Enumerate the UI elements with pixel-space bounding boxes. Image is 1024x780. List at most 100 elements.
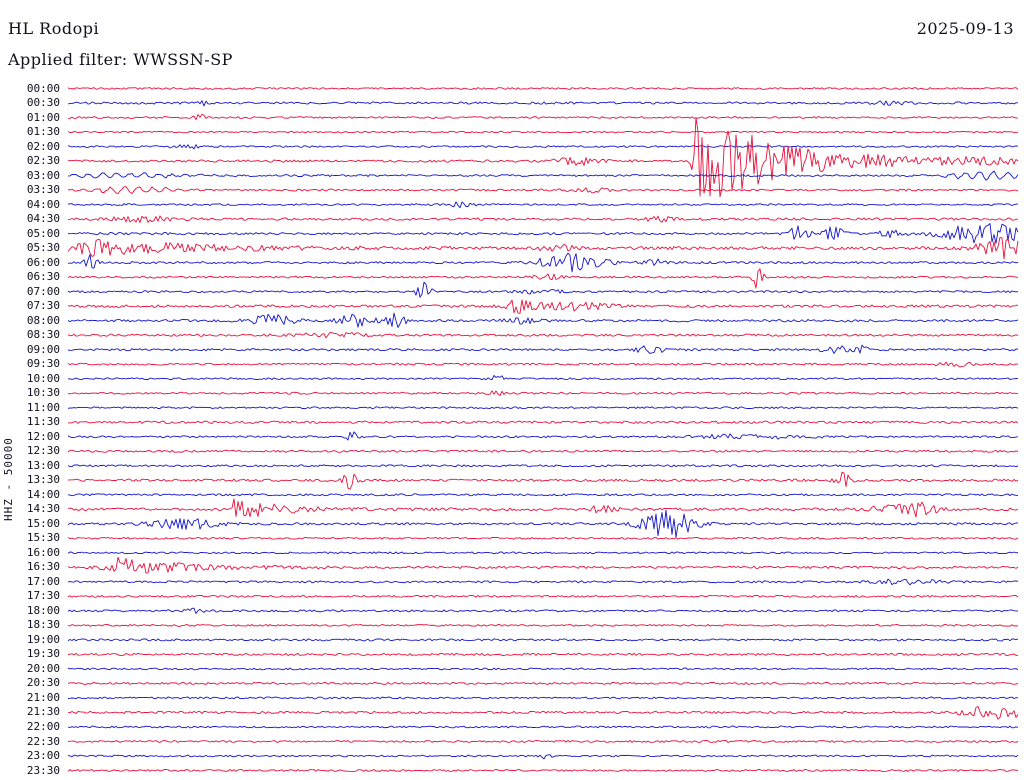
trace-1400 <box>67 493 1019 497</box>
time-label: 19:00 <box>26 632 60 646</box>
time-label: 02:30 <box>26 154 60 168</box>
trace-1730 <box>67 594 1019 598</box>
date-label: 2025-09-13 <box>916 19 1014 38</box>
trace-1230 <box>67 449 1019 453</box>
filter-label: Applied filter: WWSSN-SP <box>8 50 233 69</box>
trace-2200 <box>67 725 1019 729</box>
trace-2330 <box>67 769 1019 772</box>
trace-0000 <box>67 87 1019 90</box>
trace-2130 <box>67 705 1019 720</box>
time-label: 17:30 <box>26 589 60 603</box>
trace-1530 <box>67 536 1019 540</box>
time-label: 01:00 <box>26 110 60 124</box>
trace-0130 <box>67 130 1019 134</box>
trace-2230 <box>67 740 1019 743</box>
time-label: 12:00 <box>26 429 60 443</box>
time-label: 00:00 <box>26 81 60 95</box>
time-label: 18:00 <box>26 603 60 617</box>
trace-1330 <box>67 471 1019 490</box>
trace-1500 <box>67 509 1019 538</box>
trace-0800 <box>67 312 1019 328</box>
time-label: 16:30 <box>26 560 60 574</box>
time-label: 17:00 <box>26 574 60 588</box>
time-label: 05:00 <box>26 226 60 240</box>
time-label: 13:00 <box>26 458 60 472</box>
trace-1130 <box>67 420 1019 424</box>
time-label: 15:00 <box>26 516 60 530</box>
trace-2030 <box>67 681 1019 685</box>
time-label: 18:30 <box>26 618 60 632</box>
trace-0530 <box>67 236 1019 260</box>
time-label: 16:00 <box>26 545 60 559</box>
time-label: 22:00 <box>26 719 60 733</box>
time-label: 19:30 <box>26 647 60 661</box>
time-label: 03:00 <box>26 168 60 182</box>
time-label: 07:30 <box>26 299 60 313</box>
trace-0100 <box>67 113 1019 121</box>
time-label: 00:30 <box>26 96 60 109</box>
trace-1900 <box>67 638 1019 642</box>
time-label: 06:30 <box>26 270 60 284</box>
trace-1800 <box>67 607 1019 614</box>
trace-2000 <box>67 667 1019 671</box>
trace-1000 <box>67 375 1019 381</box>
time-label: 08:30 <box>26 328 60 342</box>
trace-0500 <box>68 223 1019 244</box>
trace-1830 <box>67 624 1019 627</box>
time-label: 08:00 <box>26 313 60 327</box>
time-label: 22:30 <box>26 734 60 748</box>
time-label: 14:00 <box>26 487 60 501</box>
time-label: 10:00 <box>26 371 60 385</box>
trace-0600 <box>67 252 1019 273</box>
trace-1430 <box>67 498 1019 518</box>
trace-0430 <box>67 215 1019 223</box>
time-label: 07:00 <box>26 284 60 298</box>
time-label: 20:00 <box>26 661 60 675</box>
time-label: 04:30 <box>26 212 60 226</box>
trace-0400 <box>67 201 1019 209</box>
time-label: 21:00 <box>26 690 60 704</box>
time-label: 11:00 <box>26 400 60 414</box>
time-label: 02:00 <box>26 139 60 153</box>
trace-1630 <box>67 556 1019 574</box>
trace-0300 <box>67 170 1019 181</box>
trace-1200 <box>67 431 1019 441</box>
trace-1100 <box>67 406 1019 410</box>
trace-1600 <box>67 551 1019 555</box>
time-label: 11:30 <box>26 415 60 429</box>
time-label: 06:00 <box>26 255 60 269</box>
time-label: 13:30 <box>26 473 60 487</box>
trace-0630 <box>67 268 1019 289</box>
time-label: 05:30 <box>26 241 60 255</box>
time-label: 23:30 <box>26 763 60 777</box>
trace-0330 <box>67 186 1019 195</box>
time-label: 04:00 <box>26 197 60 211</box>
trace-1930 <box>67 652 1019 656</box>
time-label: 09:30 <box>26 357 60 371</box>
time-label: 21:30 <box>26 705 60 719</box>
time-label: 01:30 <box>26 125 60 138</box>
trace-0730 <box>67 299 1019 314</box>
time-label: 20:30 <box>26 676 60 690</box>
trace-2100 <box>67 696 1019 700</box>
trace-0030 <box>67 100 1018 107</box>
time-label: 14:30 <box>26 502 60 516</box>
time-label: 10:30 <box>26 386 60 400</box>
trace-0230 <box>67 117 1019 198</box>
trace-1300 <box>67 464 1019 468</box>
station-title: HL Rodopi <box>8 19 100 38</box>
trace-1700 <box>67 578 1019 586</box>
time-label: 03:30 <box>26 183 60 197</box>
trace-0900 <box>67 344 1019 354</box>
time-label: 15:30 <box>26 531 60 545</box>
trace-2300 <box>67 754 1019 760</box>
time-label: 09:00 <box>26 342 60 356</box>
trace-0830 <box>67 331 1019 339</box>
trace-1030 <box>67 390 1019 396</box>
time-label: 12:30 <box>26 444 60 458</box>
time-label: 23:00 <box>26 749 60 762</box>
trace-0200 <box>67 144 1019 150</box>
